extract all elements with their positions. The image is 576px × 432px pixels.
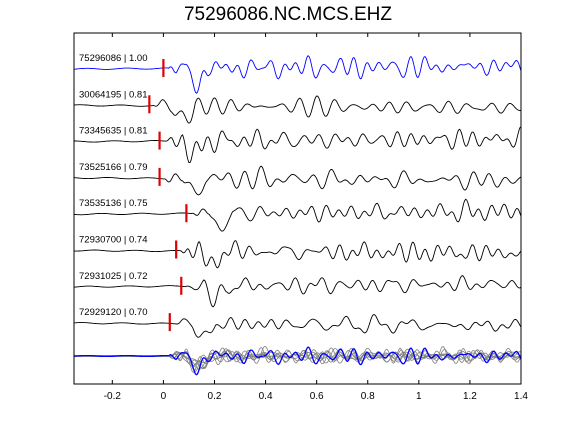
x-tick-label: 0.4 bbox=[259, 391, 273, 402]
trace-line-72930700 bbox=[74, 240, 522, 269]
x-tick-label: -0.2 bbox=[104, 391, 122, 402]
trace-label-73345635: 73345635 | 0.81 bbox=[79, 126, 148, 137]
trace-labels: 75296086 | 1.00 30064195 | 0.81 73345635 |… bbox=[79, 53, 148, 318]
trace-line-72929120 bbox=[73, 313, 522, 338]
trace-label-73525166: 73525166 | 0.79 bbox=[79, 162, 148, 173]
stack-trace-72929120 bbox=[73, 347, 522, 367]
pick-markers bbox=[148, 59, 188, 332]
stack-trace-75296086 bbox=[73, 346, 522, 376]
chart-title: 75296086.NC.MCS.EHZ bbox=[183, 4, 393, 25]
x-tick-label: 1.2 bbox=[463, 391, 477, 402]
axes-frame bbox=[73, 32, 522, 385]
trace-line-73525166 bbox=[73, 165, 522, 196]
x-tick-label: 1.4 bbox=[514, 391, 528, 402]
x-tick-label: 0 bbox=[161, 391, 167, 402]
x-tick-label: 0.8 bbox=[361, 391, 375, 402]
trace-label-72930700: 72930700 | 0.74 bbox=[79, 235, 148, 246]
x-tick-label: 1 bbox=[416, 391, 422, 402]
trace-label-75296086: 75296086 | 1.00 bbox=[79, 53, 148, 64]
stack-overlay bbox=[73, 346, 522, 376]
trace-line-73535136 bbox=[73, 198, 522, 232]
trace-line-75296086 bbox=[73, 55, 522, 94]
traces-layer bbox=[73, 55, 522, 338]
x-tick-label: 0.6 bbox=[310, 391, 324, 402]
x-axis: -0.2 0 0.2 0.4 0.6 0.8 1 1.2 1.4 bbox=[104, 33, 528, 402]
trace-label-72929120: 72929120 | 0.70 bbox=[79, 307, 148, 318]
trace-label-72931025: 72931025 | 0.72 bbox=[79, 271, 148, 282]
x-tick-label: 0.2 bbox=[208, 391, 222, 402]
trace-label-30064195: 30064195 | 0.81 bbox=[79, 89, 148, 100]
trace-label-73535136: 73535136 | 0.75 bbox=[79, 198, 148, 209]
trace-line-73345635 bbox=[74, 126, 522, 164]
trace-line-72931025 bbox=[73, 275, 522, 308]
